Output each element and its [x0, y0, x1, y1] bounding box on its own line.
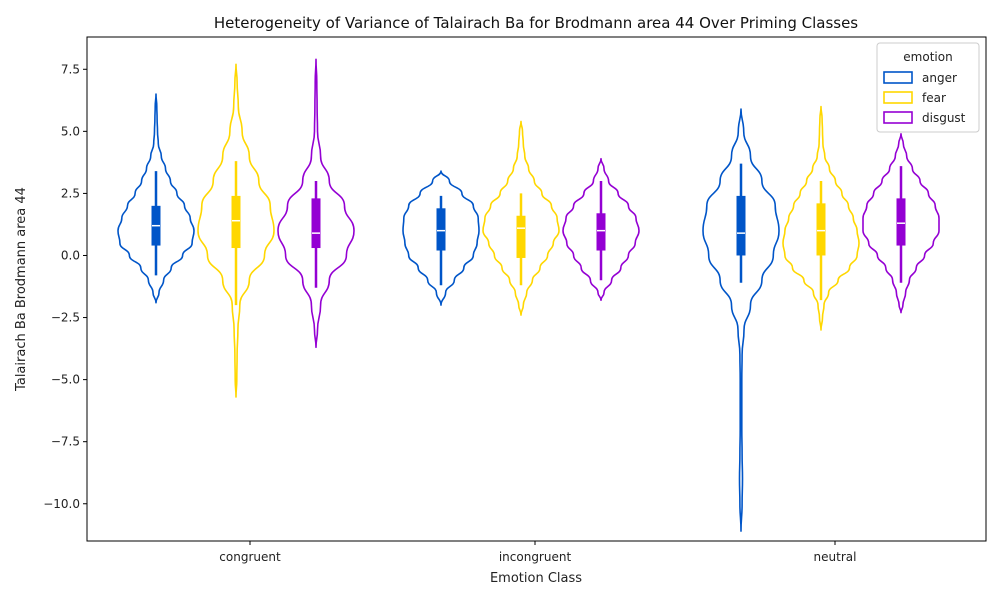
violin-fear-incongruent	[482, 120, 560, 316]
y-tick-label: −2.5	[51, 311, 80, 325]
legend-swatch-anger	[883, 71, 913, 84]
y-tick-label: −5.0	[51, 373, 80, 387]
violin-iqr-box	[311, 198, 321, 249]
violin-disgust-congruent	[277, 58, 355, 349]
y-axis: −10.0 −7.5 −5.0 −2.5 0.0 2.5 5.0 7.5	[43, 62, 87, 511]
y-tick-label: 0.0	[61, 248, 80, 262]
violin-anger-congruent	[117, 93, 195, 304]
x-tick-label: incongruent	[499, 550, 572, 564]
violin-outline	[117, 93, 195, 304]
y-tick-label: −7.5	[51, 435, 80, 449]
x-tick-label: neutral	[814, 550, 857, 564]
violin-iqr-box	[516, 215, 526, 258]
violin-outline	[782, 105, 860, 331]
plot-frame	[86, 36, 987, 542]
violin-fear-congruent	[197, 63, 275, 398]
violin-anger-neutral	[702, 108, 780, 532]
violin-iqr-box	[436, 208, 446, 251]
legend-swatch-disgust	[883, 111, 913, 124]
plot-area	[117, 58, 940, 532]
violin-iqr-box	[896, 198, 906, 246]
x-axis-label: Emotion Class	[490, 571, 582, 586]
legend-title: emotion	[903, 50, 952, 64]
legend-label-fear: fear	[922, 91, 946, 105]
y-tick-label: 5.0	[61, 124, 80, 138]
violin-disgust-neutral	[862, 133, 940, 314]
violin-outline	[197, 63, 275, 398]
violin-disgust-incongruent	[562, 157, 640, 301]
chart-title: Heterogeneity of Variance of Talairach B…	[214, 14, 858, 32]
y-axis-label: Talairach Ba Brodmann area 44	[14, 187, 29, 392]
x-axis: congruent incongruent neutral	[219, 541, 856, 564]
legend-box	[876, 42, 980, 133]
violin-outline	[277, 58, 355, 349]
violin-iqr-box	[231, 195, 241, 249]
y-tick-label: −10.0	[43, 497, 80, 511]
violin-outline	[862, 133, 940, 314]
violin-iqr-box	[736, 195, 746, 256]
y-tick-label: 2.5	[61, 186, 80, 200]
legend: emotion anger fear disgust	[876, 42, 980, 133]
legend-label-anger: anger	[922, 71, 957, 85]
violin-anger-incongruent	[402, 170, 480, 306]
violin-outline	[482, 120, 560, 316]
x-tick-label: congruent	[219, 550, 281, 564]
violin-iqr-box	[816, 203, 826, 256]
violin-outline	[702, 108, 780, 532]
violin-outline	[402, 170, 480, 306]
legend-items: anger fear disgust	[883, 71, 966, 125]
legend-label-disgust: disgust	[922, 111, 966, 125]
y-tick-label: 7.5	[61, 62, 80, 76]
legend-swatch-fear	[883, 91, 913, 104]
violin-fear-neutral	[782, 105, 860, 331]
violin-iqr-box	[596, 213, 606, 251]
violin-outline	[562, 157, 640, 301]
